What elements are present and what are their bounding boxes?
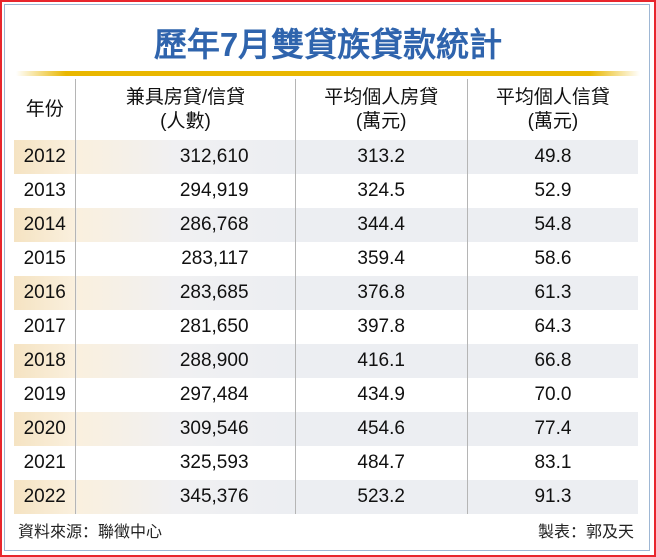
table-row: 2015 283,117 359.4 58.6 bbox=[14, 242, 638, 276]
cell-people: 281,650 bbox=[75, 310, 296, 344]
cell-credit: 61.3 bbox=[466, 276, 638, 310]
cell-year: 2014 bbox=[14, 208, 76, 242]
cell-mortgage: 359.4 bbox=[294, 242, 468, 276]
cell-credit: 64.3 bbox=[466, 310, 638, 344]
header-year: 年份 bbox=[25, 98, 64, 120]
cell-year: 2016 bbox=[14, 276, 76, 310]
cell-credit: 66.8 bbox=[466, 344, 638, 378]
cell-people: 312,610 bbox=[75, 140, 296, 174]
cell-people: 309,546 bbox=[75, 412, 296, 446]
cell-credit: 54.8 bbox=[466, 208, 638, 242]
cell-mortgage: 434.9 bbox=[294, 378, 468, 412]
cell-mortgage: 454.6 bbox=[294, 412, 468, 446]
cell-mortgage: 523.2 bbox=[294, 480, 468, 514]
header-avg-mortgage: 平均個人房貸 (萬元) bbox=[294, 79, 468, 140]
cell-year: 2018 bbox=[14, 344, 76, 378]
table-row: 2017 281,650 397.8 64.3 bbox=[14, 310, 638, 344]
cell-credit: 52.9 bbox=[466, 174, 638, 208]
cell-credit: 70.0 bbox=[466, 378, 638, 412]
cell-credit: 91.3 bbox=[466, 480, 638, 514]
data-source-note: 資料來源：聯徵中心 bbox=[18, 524, 163, 541]
table-row: 2018 288,900 416.1 66.8 bbox=[14, 344, 638, 378]
cell-credit: 83.1 bbox=[466, 446, 638, 480]
table-row: 2022 345,376 523.2 91.3 bbox=[14, 480, 638, 514]
cell-people: 286,768 bbox=[75, 208, 296, 242]
cell-credit: 58.6 bbox=[466, 242, 638, 276]
cell-year: 2013 bbox=[23, 180, 66, 201]
cell-year: 2021 bbox=[23, 452, 66, 473]
cell-people: 283,117 bbox=[75, 242, 296, 276]
cell-mortgage: 376.8 bbox=[294, 276, 468, 310]
cell-people: 283,685 bbox=[75, 276, 296, 310]
chart-title: 歷年7月雙貸族貸款統計 bbox=[153, 26, 503, 63]
table-row: 2019 297,484 434.9 70.0 bbox=[14, 378, 638, 412]
cell-mortgage: 416.1 bbox=[294, 344, 468, 378]
cell-people: 288,900 bbox=[75, 344, 296, 378]
cell-mortgage: 344.4 bbox=[294, 208, 468, 242]
cell-year: 2015 bbox=[23, 248, 66, 269]
cell-mortgage: 324.5 bbox=[294, 174, 468, 208]
cell-year: 2019 bbox=[23, 384, 66, 405]
table-row: 2020 309,546 454.6 77.4 bbox=[14, 412, 638, 446]
cell-people: 297,484 bbox=[75, 378, 296, 412]
cell-year: 2022 bbox=[14, 480, 76, 514]
table-row: 2014 286,768 344.4 54.8 bbox=[14, 208, 638, 242]
cell-year: 2017 bbox=[23, 316, 66, 337]
cell-year: 2012 bbox=[14, 140, 76, 174]
cell-people: 325,593 bbox=[75, 446, 296, 480]
cell-credit: 77.4 bbox=[466, 412, 638, 446]
header-people: 兼具房貸/信貸 (人數) bbox=[75, 79, 296, 140]
table-row: 2013 294,919 324.5 52.9 bbox=[14, 174, 638, 208]
table-row: 2021 325,593 484.7 83.1 bbox=[14, 446, 638, 480]
header-avg-credit: 平均個人信貸 (萬元) bbox=[466, 79, 638, 140]
cell-mortgage: 313.2 bbox=[294, 140, 468, 174]
chart-credit-note: 製表：郭及天 bbox=[537, 524, 634, 541]
cell-mortgage: 484.7 bbox=[294, 446, 468, 480]
table-row: 2012 312,610 313.2 49.8 bbox=[14, 140, 638, 174]
header-row: 年份 兼具房貸/信貸 (人數) 平均個人房貸 (萬元) 平均個人信貸 (萬元) bbox=[14, 79, 638, 140]
cell-year: 2020 bbox=[14, 412, 76, 446]
table-row: 2016 283,685 376.8 61.3 bbox=[14, 276, 638, 310]
cell-credit: 49.8 bbox=[466, 140, 638, 174]
gold-divider bbox=[16, 71, 640, 76]
cell-people: 345,376 bbox=[75, 480, 296, 514]
loan-statistics-table: 年份 兼具房貸/信貸 (人數) 平均個人房貸 (萬元) 平均個人信貸 (萬元) 201… bbox=[14, 79, 638, 514]
cell-mortgage: 397.8 bbox=[294, 310, 468, 344]
cell-people: 294,919 bbox=[75, 174, 296, 208]
